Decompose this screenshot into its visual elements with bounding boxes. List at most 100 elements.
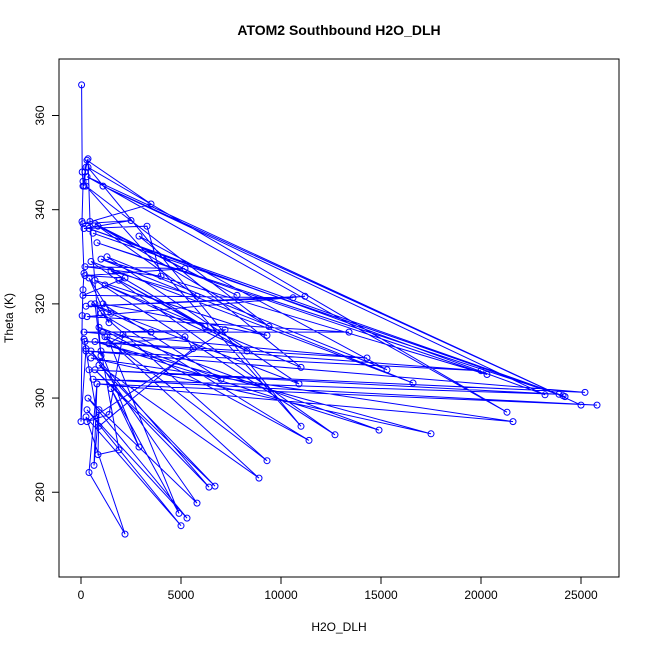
data-point <box>99 300 107 308</box>
data-point <box>97 255 105 263</box>
data-point <box>483 371 491 378</box>
data-point <box>91 338 99 345</box>
data-point <box>331 431 339 439</box>
x-tick-label: 20000 <box>464 588 498 602</box>
data-point <box>81 168 89 176</box>
data-point <box>301 292 309 300</box>
data-point <box>94 222 102 230</box>
data-point <box>107 385 115 393</box>
data-point <box>91 366 99 374</box>
data-point <box>383 366 391 374</box>
data-point <box>503 408 511 416</box>
data-point <box>80 335 88 343</box>
data-point <box>147 200 155 208</box>
data-point <box>221 326 229 334</box>
data-point <box>541 391 549 399</box>
data-point <box>189 345 197 353</box>
chart-title: ATOM2 Southbound H2O_DLH <box>237 22 440 38</box>
data-point <box>297 422 305 430</box>
data-point <box>78 81 86 89</box>
data-point <box>119 331 127 338</box>
data-point <box>83 156 91 164</box>
data-point <box>81 263 89 271</box>
data-point <box>85 274 93 282</box>
data-point <box>193 499 201 507</box>
data-point <box>82 413 90 421</box>
data-point <box>175 509 183 517</box>
data-point <box>289 294 297 302</box>
data-point <box>409 379 417 387</box>
data-point <box>101 281 109 289</box>
data-point <box>78 312 86 320</box>
data-point <box>90 461 98 469</box>
data-point <box>105 340 113 348</box>
series-layer <box>77 81 601 538</box>
data-point <box>82 163 90 171</box>
x-tick-label: 5000 <box>168 588 195 602</box>
data-point <box>80 225 88 232</box>
data-point <box>295 380 303 388</box>
data-point <box>82 345 90 353</box>
data-point <box>427 430 435 438</box>
data-point <box>121 274 129 282</box>
data-point <box>115 446 123 454</box>
data-point <box>86 218 94 225</box>
data-point <box>233 291 241 299</box>
data-point <box>265 323 273 330</box>
data-point <box>93 380 101 388</box>
data-point <box>77 418 85 426</box>
x-tick-label: 15000 <box>364 588 398 602</box>
data-point <box>83 173 91 181</box>
data-point <box>555 390 563 398</box>
data-point <box>89 375 97 383</box>
data-point <box>84 155 92 163</box>
data-point <box>205 483 213 491</box>
data-point <box>263 331 271 339</box>
data-point <box>79 286 87 294</box>
data-point <box>201 323 209 330</box>
data-point <box>157 272 165 280</box>
data-point <box>115 276 123 284</box>
data-point <box>95 406 103 414</box>
data-point <box>99 328 107 336</box>
data-point <box>375 426 383 434</box>
data-point <box>101 333 109 341</box>
data-point <box>95 361 103 369</box>
series-line-profile <box>80 84 598 535</box>
data-point <box>345 328 353 336</box>
data-point <box>80 269 88 277</box>
data-point <box>107 267 115 275</box>
x-axis-label: H2O_DLH <box>311 620 366 634</box>
data-point <box>97 347 105 355</box>
data-point <box>95 422 103 430</box>
data-point <box>143 222 151 230</box>
data-point <box>83 313 91 321</box>
data-point <box>363 354 371 362</box>
y-tick-label: 280 <box>33 482 47 502</box>
y-tick-label: 320 <box>33 294 47 314</box>
data-point <box>107 309 115 317</box>
data-point <box>217 375 225 383</box>
data-point <box>477 367 485 375</box>
x-axis: 0 5000 10000 15000 20000 25000 <box>78 576 598 602</box>
data-point <box>305 436 313 444</box>
data-point <box>581 388 589 396</box>
data-point <box>255 474 263 482</box>
data-point <box>85 469 93 476</box>
data-point <box>93 239 101 247</box>
data-point <box>89 229 97 237</box>
y-tick-label: 360 <box>33 105 47 125</box>
data-point <box>97 309 105 317</box>
y-tick-label: 340 <box>33 199 47 219</box>
data-point <box>181 265 189 273</box>
data-point <box>177 522 185 530</box>
data-point <box>78 168 86 176</box>
data-point <box>509 418 517 426</box>
data-point <box>243 347 251 355</box>
data-point <box>103 333 111 341</box>
data-point <box>297 363 305 371</box>
data-point <box>99 182 107 190</box>
x-tick-label: 0 <box>78 588 85 602</box>
data-point <box>135 443 143 451</box>
